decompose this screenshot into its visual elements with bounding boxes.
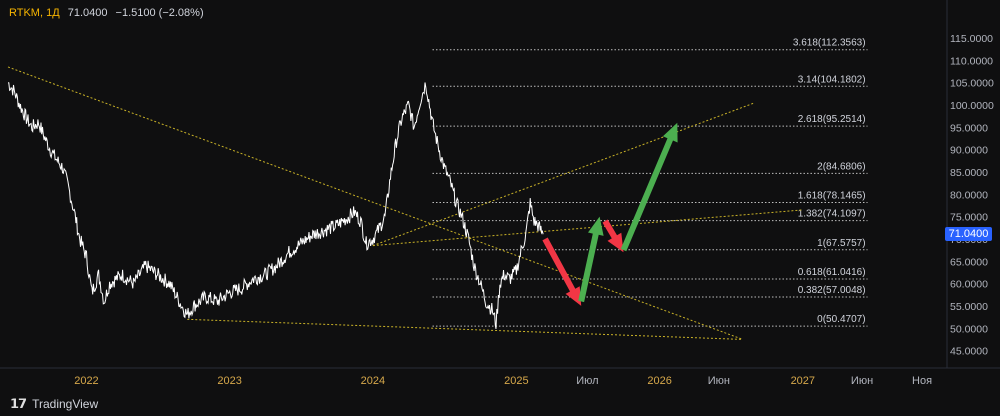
trendline	[187, 318, 743, 340]
last-price: 71.0400	[67, 7, 108, 19]
fib-level-label: 0(50.4707)	[817, 314, 865, 325]
tradingview-logo-icon: 𝟭𝟳	[10, 396, 27, 411]
price-axis-tick: 60.0000	[950, 279, 988, 291]
fib-level-label: 3.618(112.3563)	[793, 38, 866, 49]
fib-level-label: 1.382(74.1097)	[798, 209, 866, 220]
fib-levels: 3.618(112.3563) 3.14(104.1802) 2.618(95.25…	[432, 38, 868, 327]
symbol-header: RTKM, 1Д 71.0400 −1.5100 (−2.08%)	[9, 7, 204, 19]
fib-level-label: 0.618(61.0416)	[798, 267, 866, 278]
time-axis-tick: 2024	[361, 375, 385, 387]
price-axis-tick: 110.0000	[950, 55, 993, 67]
time-axis-tick: 2022	[74, 375, 98, 387]
forecast-arrows	[542, 122, 678, 306]
price-axis-tick: 105.0000	[950, 78, 994, 90]
price-axis-tick: 100.0000	[950, 100, 994, 112]
forecast-arrow-down	[542, 237, 582, 306]
price-series	[7, 82, 544, 329]
price-axis-tick: 85.0000	[950, 167, 988, 179]
time-axis-tick: Июн	[851, 375, 873, 387]
time-axis-tick: 2026	[647, 375, 671, 387]
fib-level-label: 1(67.5757)	[817, 238, 865, 249]
fib-level-label: 2(84.6806)	[817, 161, 865, 172]
price-axis-tick: 45.0000	[950, 346, 988, 358]
current-price-badge: 71.0400	[945, 227, 992, 242]
symbol-label[interactable]: RTKM, 1Д	[9, 7, 60, 19]
time-axis-tick: Июл	[576, 375, 598, 387]
forecast-arrow-up	[578, 216, 604, 303]
price-axis-tick: 75.0000	[950, 212, 988, 224]
price-line	[7, 82, 544, 329]
price-axis-tick: 115.0000	[950, 33, 993, 45]
brand[interactable]: 𝟭𝟳 TradingView	[10, 396, 98, 412]
time-axis-tick: 2025	[504, 375, 528, 387]
forecast-arrow-up	[620, 122, 678, 252]
price-axis-tick: 55.0000	[950, 301, 988, 313]
forecast-arrow-down	[602, 219, 624, 253]
time-axis-tick: 2023	[217, 375, 241, 387]
price-change: −1.5100 (−2.08%)	[115, 7, 204, 19]
price-axis-tick: 50.0000	[950, 323, 988, 335]
trendline	[7, 66, 743, 340]
price-axis-tick: 65.0000	[950, 256, 988, 268]
fib-level-label: 0.382(57.0048)	[798, 285, 866, 296]
price-axis-tick: 80.0000	[950, 189, 988, 201]
price-axis-tick: 90.0000	[950, 145, 988, 157]
fib-level-label: 3.14(104.1802)	[798, 74, 866, 85]
time-axis-tick: Июн	[708, 375, 730, 387]
time-axis-tick: 2027	[791, 375, 815, 387]
time-axis-tick: Ноя	[912, 375, 932, 387]
fib-level-label: 1.618(78.1465)	[798, 191, 866, 202]
time-axis[interactable]: 2022 2023 2024 2025 Июл 2026 Июн 2027 Июн Ноя	[74, 375, 932, 387]
brand-name: TradingView	[32, 397, 99, 411]
trendlines	[7, 66, 803, 340]
price-axis[interactable]: 115.0000 110.0000 105.0000 100.0000 95.0000 9…	[950, 33, 994, 358]
price-axis-tick: 95.0000	[950, 122, 988, 134]
fib-level-label: 2.618(95.2514)	[798, 114, 866, 125]
